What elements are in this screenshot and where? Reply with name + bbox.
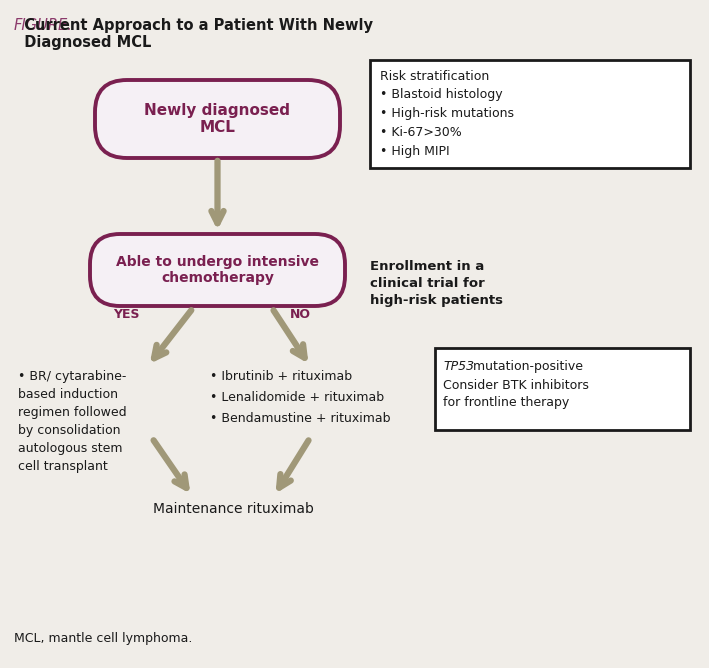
Text: NO: NO: [290, 308, 311, 321]
FancyBboxPatch shape: [95, 80, 340, 158]
Text: YES: YES: [113, 308, 140, 321]
Text: Newly diagnosed
MCL: Newly diagnosed MCL: [145, 103, 291, 135]
Text: FIGURE.: FIGURE.: [14, 18, 73, 33]
Text: MCL, mantle cell lymphoma.: MCL, mantle cell lymphoma.: [14, 632, 192, 645]
Text: Risk stratification: Risk stratification: [380, 70, 489, 83]
Text: mutation-positive: mutation-positive: [469, 360, 583, 373]
Text: • High MIPI: • High MIPI: [380, 145, 450, 158]
Bar: [435, 348, 690, 430]
Text: Enrollment in a
clinical trial for
high-risk patients: Enrollment in a clinical trial for high-…: [370, 260, 503, 307]
Text: Consider BTK inhibitors
for frontline therapy: Consider BTK inhibitors for frontline th…: [443, 379, 589, 409]
FancyBboxPatch shape: [90, 234, 345, 306]
Text: Able to undergo intensive
chemotherapy: Able to undergo intensive chemotherapy: [116, 255, 319, 285]
Text: • Lenalidomide + rituximab: • Lenalidomide + rituximab: [210, 391, 384, 404]
Text: Current Approach to a Patient With Newly
  Diagnosed MCL: Current Approach to a Patient With Newly…: [14, 18, 373, 50]
Bar: [370, 60, 690, 168]
Text: • Bendamustine + rituximab: • Bendamustine + rituximab: [210, 412, 391, 425]
Text: TP53: TP53: [443, 360, 474, 373]
Text: Maintenance rituximab: Maintenance rituximab: [152, 502, 313, 516]
Text: • Ki-67>30%: • Ki-67>30%: [380, 126, 462, 139]
Text: • Blastoid histology: • Blastoid histology: [380, 88, 503, 101]
Text: • BR/ cytarabine-
based induction
regimen followed
by consolidation
autologous s: • BR/ cytarabine- based induction regime…: [18, 370, 127, 473]
Text: • Ibrutinib + rituximab: • Ibrutinib + rituximab: [210, 370, 352, 383]
Text: • High-risk mutations: • High-risk mutations: [380, 107, 514, 120]
